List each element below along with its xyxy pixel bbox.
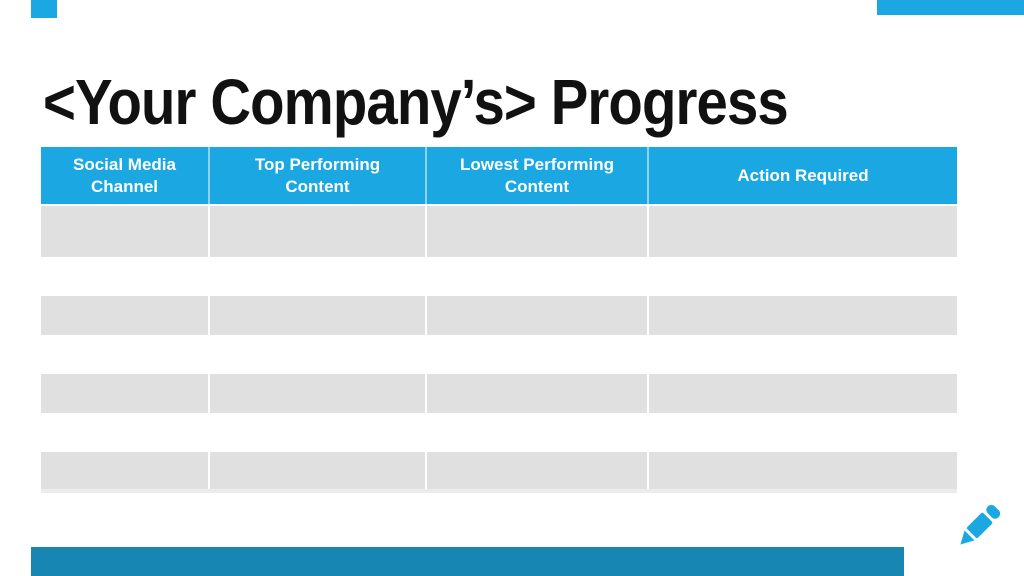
header-cell-social-media-channel: Social Media Channel	[41, 147, 210, 204]
header-cell-lowest-performing-content: Lowest Performing Content	[427, 147, 649, 204]
table-row	[41, 296, 957, 335]
slide-title: <Your Company’s> Progress	[43, 65, 789, 138]
table-cell[interactable]	[41, 257, 210, 296]
table-cell[interactable]	[649, 206, 957, 257]
table-cell[interactable]	[649, 296, 957, 335]
table-header-row: Social Media Channel Top Performing Cont…	[41, 147, 957, 204]
table-cell[interactable]	[649, 452, 957, 489]
table-cell[interactable]	[649, 335, 957, 374]
table-cell[interactable]	[41, 296, 210, 335]
table-cell[interactable]	[427, 374, 649, 413]
top-left-accent-bar	[31, 0, 57, 18]
table-cell[interactable]	[41, 374, 210, 413]
table-cell[interactable]	[210, 452, 427, 489]
table-cell[interactable]	[210, 206, 427, 257]
table-cell[interactable]	[210, 296, 427, 335]
table-cell[interactable]	[210, 335, 427, 374]
table-cell[interactable]	[41, 206, 210, 257]
table-cell[interactable]	[427, 413, 649, 452]
table-cell[interactable]	[427, 452, 649, 489]
pencil-edit-icon-glyph	[960, 504, 1001, 545]
table-cell[interactable]	[41, 452, 210, 489]
table-cell[interactable]	[427, 206, 649, 257]
header-cell-action-required: Action Required	[737, 165, 869, 185]
table-row	[41, 206, 957, 257]
table-row	[41, 374, 957, 413]
table-body	[41, 206, 957, 489]
table-cell[interactable]	[649, 413, 957, 452]
table-cell[interactable]	[210, 413, 427, 452]
table-cell[interactable]	[41, 335, 210, 374]
table-cell[interactable]	[210, 257, 427, 296]
bottom-accent-bar	[31, 547, 904, 576]
pencil-edit-icon[interactable]	[951, 498, 1007, 554]
progress-table: Social Media Channel Top Performing Cont…	[41, 147, 957, 493]
table-row	[41, 452, 957, 489]
table-cell[interactable]	[427, 257, 649, 296]
table-cell[interactable]	[210, 374, 427, 413]
table-cell[interactable]	[427, 335, 649, 374]
table-cell[interactable]	[649, 257, 957, 296]
header-cell-top-performing-content: Top Performing Content	[210, 147, 427, 204]
table-bottom-edge	[41, 489, 957, 493]
table-cell[interactable]	[649, 374, 957, 413]
table-cell[interactable]	[427, 296, 649, 335]
table-row	[41, 413, 957, 452]
table-cell[interactable]	[41, 413, 210, 452]
table-row	[41, 257, 957, 296]
top-right-accent-bar	[877, 0, 1024, 15]
table-row	[41, 335, 957, 374]
